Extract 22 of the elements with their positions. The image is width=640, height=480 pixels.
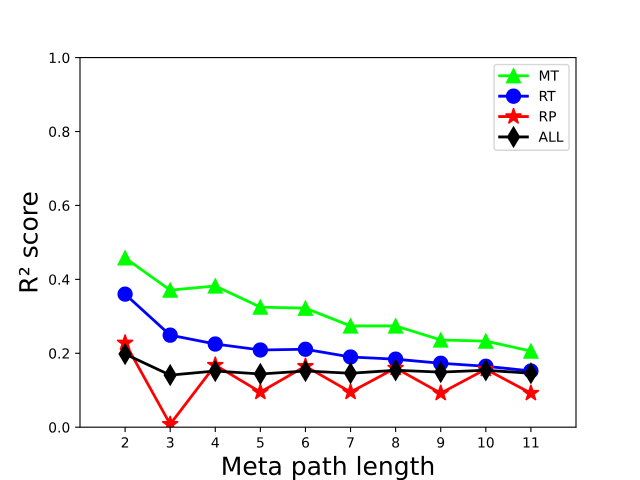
y-tick-label: 0.4 xyxy=(49,274,70,285)
legend-label: MT xyxy=(540,70,560,81)
x-tick-label: 4 xyxy=(212,437,219,448)
x-tick-label: 9 xyxy=(437,437,444,448)
x-axis-title: Meta path length xyxy=(223,456,434,480)
y-tick-label: 0.0 xyxy=(49,422,70,433)
x-tick-label: 8 xyxy=(392,437,400,448)
x-tick-label: 3 xyxy=(166,437,174,448)
x-tick-label: 10 xyxy=(478,437,494,448)
y-tick-label: 0.8 xyxy=(49,126,70,137)
x-tick-label: 6 xyxy=(302,437,309,448)
x-tick-label: 7 xyxy=(347,437,354,448)
y-tick-label: 1.0 xyxy=(50,52,70,64)
y-axis-title: R² score xyxy=(18,192,38,292)
legend-label: ALL xyxy=(538,132,564,142)
x-tick-label: 2 xyxy=(122,437,128,448)
legend-label: RT xyxy=(540,90,556,102)
y-tick-label: 0.2 xyxy=(49,348,69,359)
legend-label: RP xyxy=(540,111,556,122)
x-tick-label: 5 xyxy=(257,437,264,448)
y-tick-label: 0.6 xyxy=(49,200,70,211)
x-tick-label: 11 xyxy=(524,437,538,448)
